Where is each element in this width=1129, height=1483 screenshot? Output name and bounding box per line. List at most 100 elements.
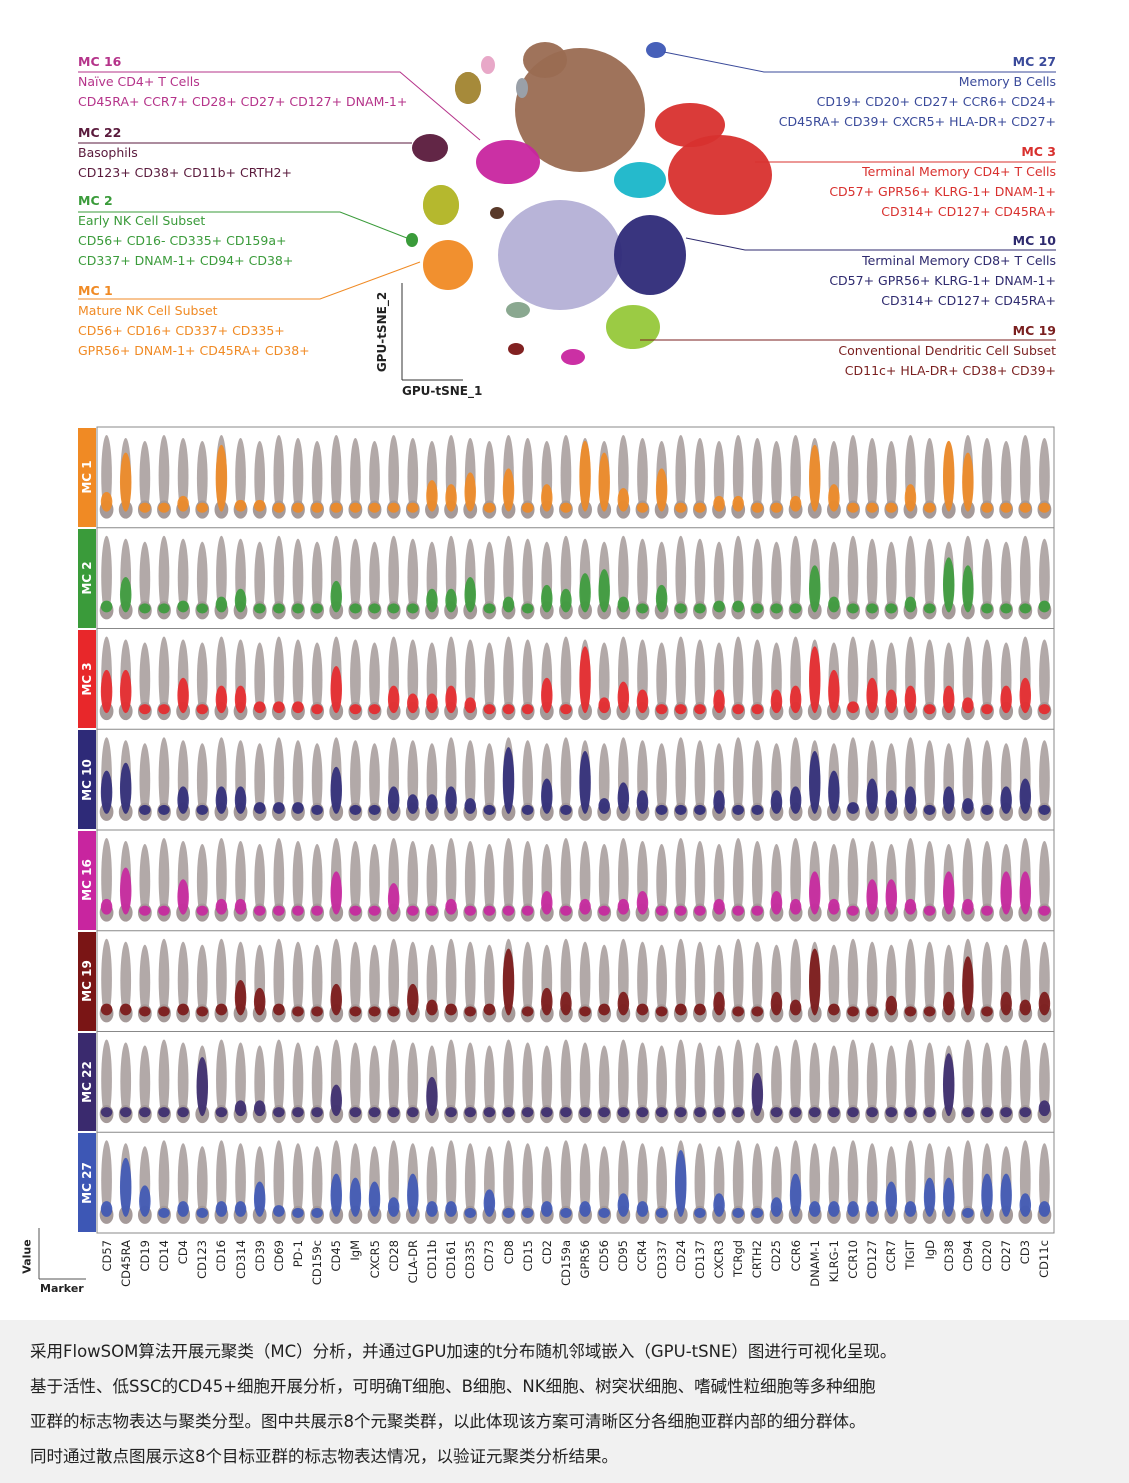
violin-mark [789,685,802,714]
violin-mark [617,782,630,814]
violin-mark [521,502,534,513]
violin-mark [1019,999,1032,1016]
violin-mark [598,1207,610,1218]
violin-mark [885,879,898,915]
violin-mark [368,603,381,614]
violin-mark [349,905,362,916]
violin-mark [598,452,610,512]
violin-mark [464,1107,476,1118]
violin-bg [771,541,782,617]
marker-label: CXCR5 [367,1240,382,1279]
marker-label: CD3 [1018,1240,1033,1265]
violin-mark [483,1189,496,1217]
tsne-cluster-olive-fill [455,72,481,104]
caption-line-2: 基于活性、低SSC的CD45+细胞开展分析，可明确T细胞、B细胞、NK细胞、树突… [30,1377,876,1396]
violin-bg [866,438,878,516]
violin-mark [330,983,342,1016]
violin-mark [273,1003,285,1016]
violin-bg [196,1146,208,1221]
violin-mark [349,1107,362,1118]
violin-mark [502,596,515,613]
violin-bg [484,642,495,718]
violin-mark [981,704,993,715]
tsne-cluster-brown [515,48,645,172]
violin-bg [885,441,897,516]
violin-mark [196,502,209,513]
violin-mark [617,1107,630,1118]
violin-mark [1038,905,1051,916]
violin-mark [732,600,744,613]
row-label-mc16: MC 16 [78,831,96,930]
violin-mark [273,502,285,513]
violin-mark [196,1006,209,1017]
marker-label: CD45RA [118,1240,133,1287]
violin-mark [445,1107,457,1118]
violin-mark [675,1003,687,1016]
violin-bg [445,938,457,1020]
leader-line-6 [685,237,1056,251]
violin-mark [100,1107,113,1118]
violin-bg [273,938,285,1020]
violin-bg [598,1045,610,1121]
violin-mark [215,1107,228,1118]
violin-bg [158,838,170,919]
violin-mark [541,987,553,1016]
violin-bg [790,1039,801,1121]
violin-bg [675,636,687,718]
violin-bg [579,841,591,919]
violin-mark [253,802,266,814]
violin-mark [196,603,209,614]
tsne-cluster-mc27 [646,42,666,58]
violin-mark [119,867,132,915]
violin-mark [789,999,802,1016]
violin-bg [503,1039,514,1121]
violin-mark [962,798,974,814]
violin-bg [464,639,476,718]
violin-mark [770,991,783,1016]
violin-bg [790,535,801,617]
violin-mark [311,804,323,815]
violin-mark [942,557,955,613]
violin-mark [445,484,457,512]
violin-mark [809,948,821,1016]
violin-mark [617,991,630,1016]
violin-mark [483,502,496,513]
violin-mark [770,891,783,915]
violin-bg [771,441,782,516]
violin-bg [732,838,744,919]
marker-label: CCR7 [884,1240,899,1272]
violin-mark [923,502,936,513]
violin-mark [981,502,993,513]
violin-mark [675,704,687,715]
annotation-mc16-line1: Naïve CD4+ T Cells [78,74,200,89]
row-label-mc1: MC 1 [78,428,96,527]
violin-mark [809,444,821,512]
violin-mark [942,685,955,714]
violin-bg [751,639,763,718]
violin-mark [962,452,974,512]
marker-label: CD14 [156,1240,171,1272]
violin-mark [789,898,802,915]
violin-mark [464,472,476,512]
violin-mark [426,999,438,1016]
violin-mark [483,905,496,916]
violin-bg [1039,538,1050,617]
violin-mark [789,603,802,614]
violin-bg [656,743,667,818]
annotation-mc1: MC 1 Mature NK Cell Subset CD56+ CD16+ C… [78,281,310,361]
violin-mark [655,584,668,613]
violin-mark [923,905,936,916]
violin-bg [579,941,591,1020]
violin-mark [1000,685,1012,714]
violin-mark [541,778,553,814]
violin-mark [923,804,936,815]
violin-mark [521,905,534,916]
marker-label: CD24 [673,1240,688,1272]
violin-bg [751,740,763,818]
violin-bg [158,938,170,1020]
violin-bg [158,535,170,617]
violin-mark [809,871,821,915]
violin-mark [177,786,189,814]
violin-mark [349,1177,362,1217]
violin-bg [771,1045,782,1121]
